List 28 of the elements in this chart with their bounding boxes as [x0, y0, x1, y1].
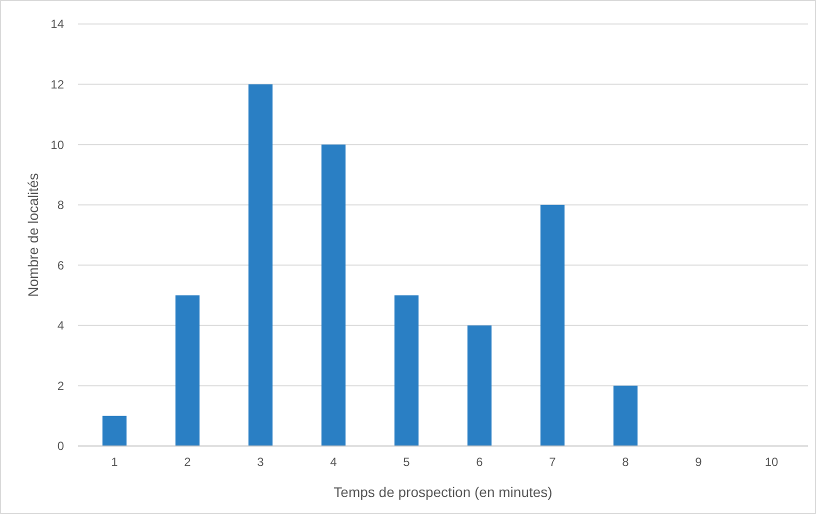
x-tick-label: 3: [257, 455, 264, 469]
y-tick-label: 6: [57, 258, 64, 272]
x-tick-label: 9: [695, 455, 702, 469]
y-tick-label: 2: [57, 378, 64, 393]
y-tick-label: 10: [50, 138, 64, 152]
bar: [248, 84, 273, 446]
bar: [175, 295, 200, 446]
bar: [467, 325, 492, 446]
y-tick-label: 4: [57, 318, 64, 333]
x-tick-label: 5: [403, 455, 410, 469]
bar: [102, 416, 127, 446]
y-tick-label: 12: [50, 77, 64, 92]
bar: [613, 386, 638, 446]
x-tick-label: 8: [622, 455, 630, 469]
x-tick-label: 7: [549, 455, 556, 469]
x-tick-label: 4: [330, 455, 338, 469]
x-tick-label: 2: [184, 455, 192, 469]
y-tick-label: 0: [57, 439, 64, 454]
y-axis-title: Nombre de localités: [25, 173, 41, 297]
y-tick-label: 14: [50, 17, 64, 32]
x-tick-label: 1: [111, 455, 118, 469]
x-axis-title: Temps de prospection (en minutes): [334, 484, 552, 500]
bar: [321, 144, 346, 446]
x-tick-label: 10: [764, 455, 778, 469]
bar: [394, 295, 419, 446]
y-tick-label: 8: [57, 198, 64, 212]
x-tick-label: 6: [476, 455, 484, 469]
bar: [540, 204, 565, 446]
